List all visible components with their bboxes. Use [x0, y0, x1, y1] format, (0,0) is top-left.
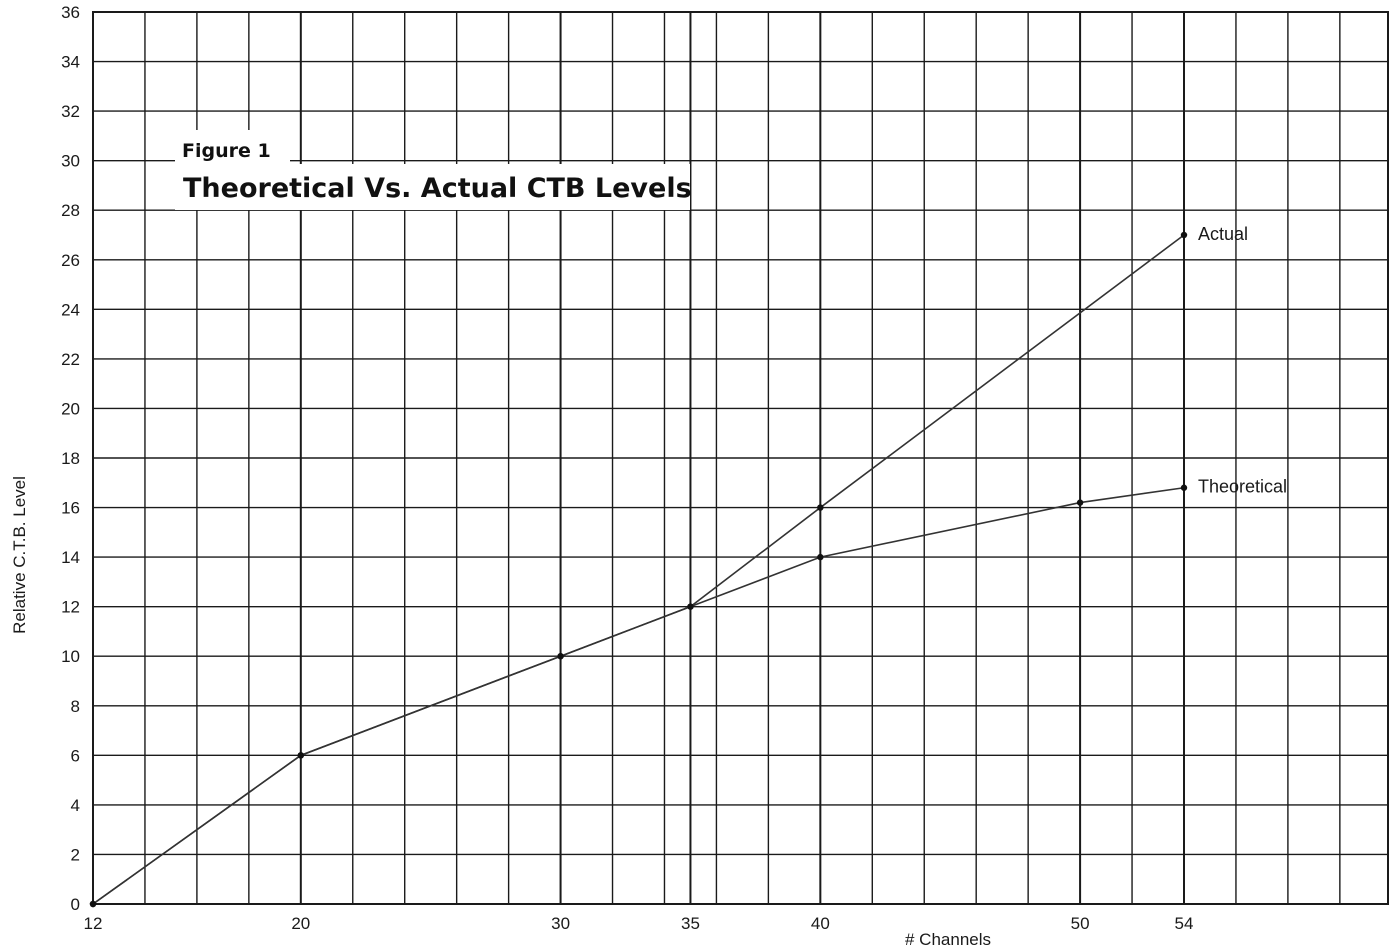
y-tick-label: 36	[61, 3, 80, 22]
theoretical-series-label: Theoretical	[1198, 477, 1287, 497]
x-tick-label: 20	[291, 914, 310, 933]
y-tick-label: 6	[71, 746, 80, 765]
y-tick-label: 14	[61, 548, 80, 567]
actual-series-label: Actual	[1198, 224, 1248, 244]
y-tick-label: 18	[61, 449, 80, 468]
y-tick-label: 0	[71, 895, 80, 914]
theoretical-point	[89, 900, 97, 908]
y-tick-label: 12	[61, 598, 80, 617]
y-tick-label: 20	[61, 399, 80, 418]
x-tick-label: 54	[1175, 914, 1194, 933]
actual-point	[817, 504, 824, 511]
theoretical-line	[92, 486, 1185, 905]
y-tick-label: 2	[71, 845, 80, 864]
theoretical-point	[1180, 484, 1188, 491]
y-tick-label: 8	[71, 697, 80, 716]
x-tick-label: 35	[681, 914, 700, 933]
title-box-upper	[175, 130, 290, 164]
x-tick-label: 12	[84, 914, 103, 933]
y-tick-label: 32	[61, 102, 80, 121]
figure-label: Figure 1	[182, 140, 271, 162]
y-tick-label: 10	[61, 647, 80, 666]
chart-title: Theoretical Vs. Actual CTB Levels	[183, 173, 692, 204]
theoretical-point	[817, 553, 824, 561]
y-tick-label: 22	[61, 350, 80, 369]
x-tick-label: 50	[1071, 914, 1090, 933]
title-box-lower	[175, 164, 690, 210]
actual-point	[1180, 231, 1188, 239]
theoretical-point	[1076, 499, 1084, 506]
y-tick-label: 26	[61, 251, 80, 270]
actual-line	[92, 234, 1185, 905]
x-tick-label: 40	[811, 914, 830, 933]
y-tick-label: 28	[61, 201, 80, 220]
theoretical-point	[297, 752, 305, 759]
y-tick-label: 24	[61, 300, 80, 319]
x-axis-title: # Channels	[905, 930, 991, 949]
theoretical-point	[557, 653, 564, 660]
y-axis-title: Relative C.T.B. Level	[10, 476, 29, 634]
y-tick-label: 30	[61, 152, 80, 171]
series-lines: Actual Theoretical	[89, 224, 1287, 908]
y-tick-label: 16	[61, 499, 80, 518]
y-tick-label: 34	[61, 53, 80, 72]
x-tick-labels: 12 20 30 35 40 50 54	[84, 914, 1194, 933]
theoretical-point	[687, 603, 694, 610]
y-tick-label: 4	[71, 796, 80, 815]
x-tick-label: 30	[551, 914, 570, 933]
